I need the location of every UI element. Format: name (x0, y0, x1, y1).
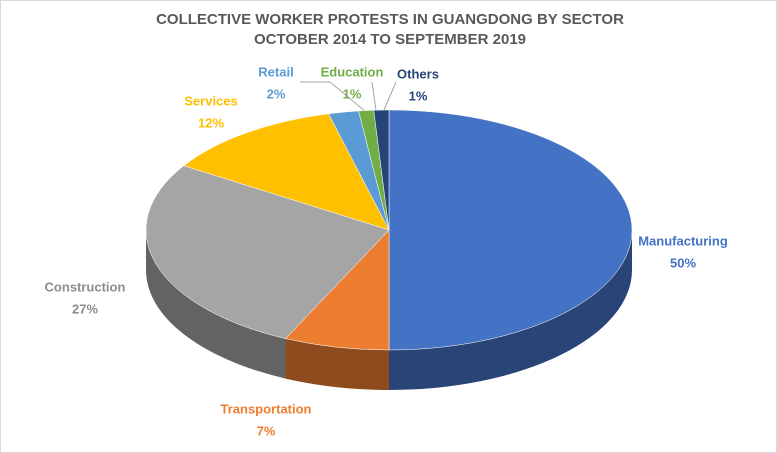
slice-label: Services (184, 93, 238, 108)
slice-side (389, 230, 632, 390)
value-label: 50% (670, 255, 696, 270)
value-label: 7% (257, 423, 276, 438)
leader-line (383, 81, 397, 111)
leader-lines (300, 81, 397, 113)
slice (388, 109, 633, 351)
slice (183, 113, 390, 231)
leader-line (371, 81, 377, 111)
slice-label: Retail (258, 64, 293, 79)
value-label: 1% (409, 88, 428, 103)
slice-label: Others (397, 66, 439, 81)
slice-side (285, 338, 389, 390)
slice (285, 229, 390, 351)
value-label: 12% (198, 115, 224, 130)
slice-label: Education (321, 64, 384, 79)
value-label: 1% (343, 86, 362, 101)
slice-label: Manufacturing (638, 233, 728, 248)
value-label: 2% (267, 86, 286, 101)
slice (145, 165, 390, 339)
slice-label: Transportation (220, 401, 311, 416)
value-label: 27% (72, 301, 98, 316)
slice-label: Construction (45, 279, 126, 294)
leader-line (300, 81, 367, 113)
chart-title: COLLECTIVE WORKER PROTESTS IN GUANGDONG … (156, 11, 624, 48)
slice (373, 109, 390, 231)
slice-side (146, 230, 286, 379)
